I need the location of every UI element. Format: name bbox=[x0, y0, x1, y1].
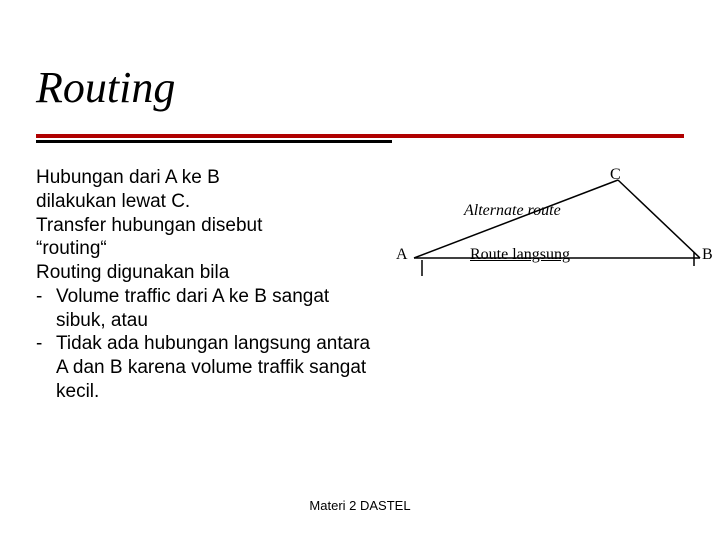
edge-C-B bbox=[618, 180, 700, 258]
node-label-B: B bbox=[702, 246, 713, 264]
node-label-C: C bbox=[610, 166, 621, 184]
title-rule-red bbox=[36, 134, 684, 138]
slide: Routing Hubungan dari A ke B dilakukan l… bbox=[0, 0, 720, 540]
bullet-1: - Volume traffic dari A ke B sangat sibu… bbox=[36, 285, 376, 333]
paragraph-2-line-2: “routing“ bbox=[36, 237, 376, 261]
slide-title: Routing bbox=[36, 62, 175, 113]
paragraph-1-line-2: dilakukan lewat C. bbox=[36, 190, 376, 214]
title-rule-black bbox=[36, 140, 392, 143]
bullet-1-text: Volume traffic dari A ke B sangat sibuk,… bbox=[56, 285, 376, 333]
routing-diagram: C A B Alternate route Route langsung bbox=[400, 168, 710, 298]
label-alternate-route: Alternate route bbox=[464, 202, 561, 220]
paragraph-1-line-1: Hubungan dari A ke B bbox=[36, 166, 376, 190]
paragraph-2-line-1: Transfer hubungan disebut bbox=[36, 214, 376, 238]
node-label-A: A bbox=[396, 246, 408, 264]
label-direct-route: Route langsung bbox=[470, 246, 570, 264]
bullet-2-text: Tidak ada hubungan langsung antara A dan… bbox=[56, 332, 376, 403]
bullet-dash-icon: - bbox=[36, 285, 56, 333]
slide-footer: Materi 2 DASTEL bbox=[0, 498, 720, 513]
diagram-svg bbox=[400, 168, 710, 298]
bullet-2: - Tidak ada hubungan langsung antara A d… bbox=[36, 332, 376, 403]
paragraph-3: Routing digunakan bila bbox=[36, 261, 376, 285]
bullet-dash-icon: - bbox=[36, 332, 56, 403]
body-text: Hubungan dari A ke B dilakukan lewat C. … bbox=[36, 166, 376, 404]
